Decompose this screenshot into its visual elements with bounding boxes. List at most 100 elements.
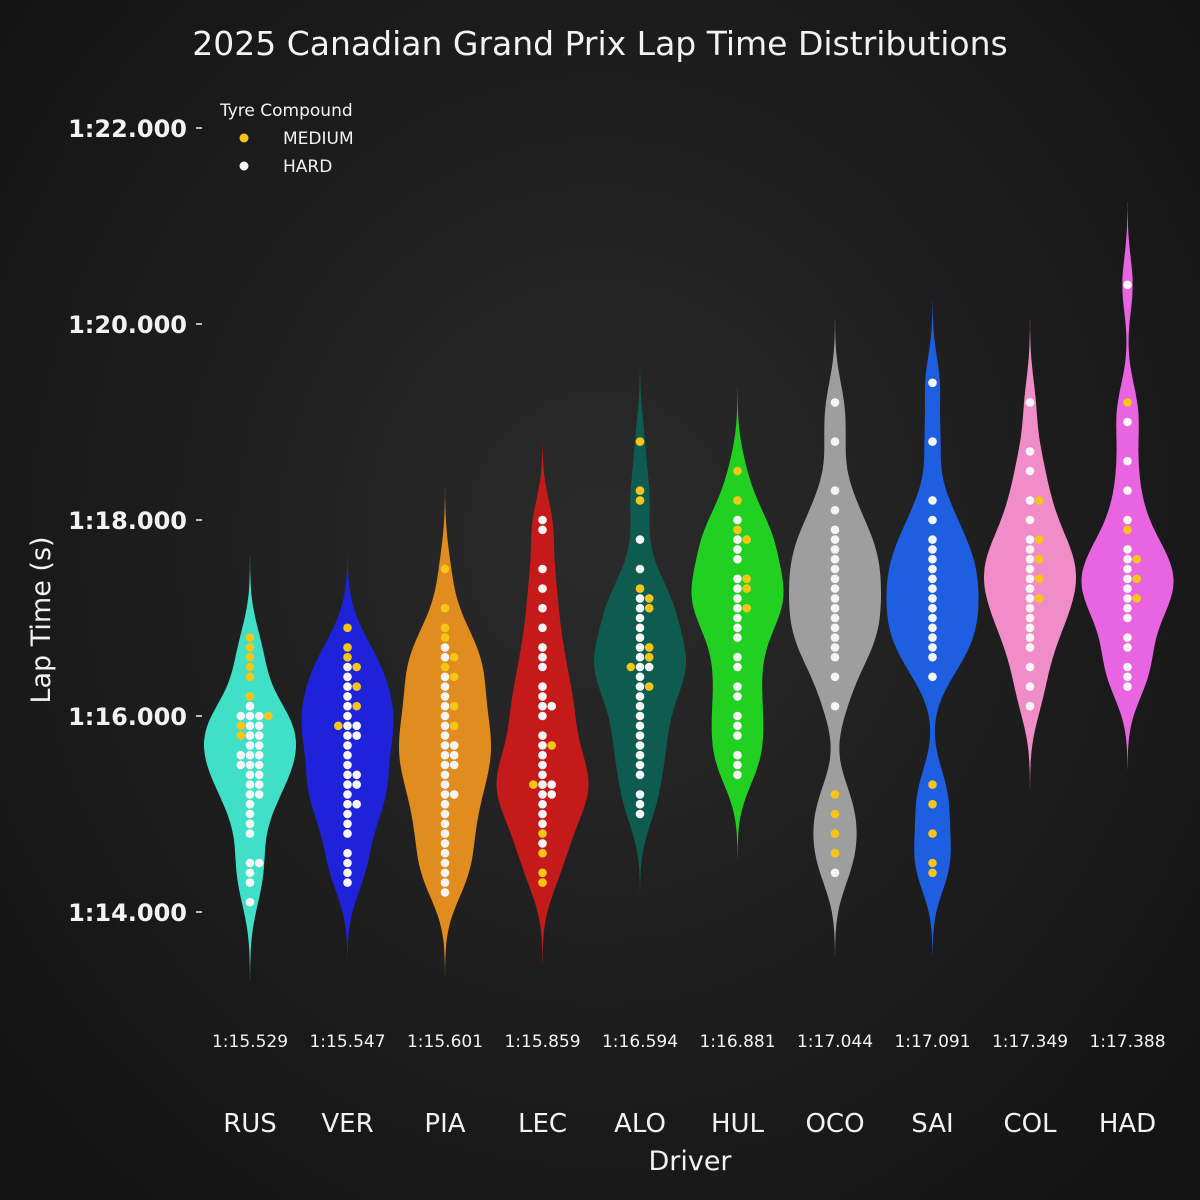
lap-point-hard bbox=[343, 829, 352, 838]
lap-point-hard bbox=[733, 594, 742, 603]
lap-point-hard bbox=[254, 858, 264, 868]
lap-point-hard bbox=[635, 692, 645, 701]
lap-point-hard bbox=[343, 672, 352, 682]
lap-point-hard bbox=[547, 701, 556, 711]
lap-point-hard bbox=[1123, 672, 1132, 682]
lap-point-hard bbox=[635, 603, 645, 613]
lap-point-medium bbox=[529, 780, 538, 789]
lap-point-hard bbox=[538, 839, 547, 848]
lap-point-hard bbox=[830, 633, 840, 642]
lap-point-medium bbox=[1034, 496, 1044, 505]
lap-point-hard bbox=[733, 584, 742, 593]
lap-point-hard bbox=[733, 633, 742, 642]
lap-point-hard bbox=[1025, 554, 1035, 564]
lap-point-hard bbox=[440, 848, 450, 858]
lap-point-medium bbox=[928, 858, 937, 868]
lap-point-medium bbox=[635, 584, 645, 593]
x-tick-label: COL bbox=[1003, 1109, 1057, 1139]
lap-point-hard bbox=[830, 486, 840, 495]
lap-point-hard bbox=[245, 858, 255, 868]
lap-point-hard bbox=[538, 682, 547, 691]
lap-point-medium bbox=[334, 721, 343, 731]
lap-point-hard bbox=[440, 760, 450, 770]
lap-point-hard bbox=[245, 799, 255, 809]
lap-point-medium bbox=[236, 731, 246, 740]
lap-point-medium bbox=[1132, 574, 1141, 584]
lap-point-hard bbox=[440, 692, 450, 701]
lap-point-hard bbox=[733, 711, 742, 721]
lap-point-hard bbox=[1123, 515, 1132, 525]
lap-point-hard bbox=[538, 799, 547, 809]
lap-point-medium bbox=[1123, 398, 1132, 407]
median-label: 1:15.859 bbox=[504, 1032, 580, 1052]
lap-point-hard bbox=[830, 603, 840, 613]
lap-point-medium bbox=[440, 662, 450, 672]
lap-point-hard bbox=[635, 790, 645, 799]
lap-point-hard bbox=[733, 535, 742, 544]
lap-point-hard bbox=[928, 672, 937, 682]
lap-point-hard bbox=[928, 643, 937, 652]
lap-point-hard bbox=[236, 760, 246, 770]
lap-point-hard bbox=[538, 731, 547, 740]
lap-point-hard bbox=[538, 662, 547, 672]
lap-point-hard bbox=[1123, 643, 1132, 652]
y-axis: 1:14.000 1:16.000 1:18.000 1:20.000 1:22.000 bbox=[68, 115, 202, 927]
lap-point-hard bbox=[928, 623, 937, 633]
lap-point-hard bbox=[635, 701, 645, 711]
lap-point-hard bbox=[236, 711, 246, 721]
lap-point-hard bbox=[343, 731, 352, 740]
lap-point-hard bbox=[635, 741, 645, 750]
lap-point-hard bbox=[733, 623, 742, 633]
x-axis-categories: RUS VER PIA LEC ALO HUL OCO SAI COL HAD bbox=[223, 1109, 1156, 1139]
lap-point-hard bbox=[928, 603, 937, 613]
violin-hul bbox=[691, 388, 784, 858]
lap-point-hard bbox=[352, 770, 362, 780]
lap-point-hard bbox=[1123, 662, 1132, 672]
lap-point-medium bbox=[245, 633, 255, 642]
y-tick-label: 1:16.000 bbox=[68, 703, 187, 731]
x-tick-label: ALO bbox=[614, 1109, 666, 1139]
lap-point-hard bbox=[236, 750, 246, 760]
lap-point-hard bbox=[449, 760, 459, 770]
lap-point-hard bbox=[928, 574, 937, 584]
lap-point-hard bbox=[733, 721, 742, 731]
violin-had bbox=[1081, 202, 1174, 769]
lap-point-hard bbox=[830, 701, 840, 711]
lap-point-hard bbox=[1123, 280, 1132, 290]
lap-point-hard bbox=[352, 731, 362, 740]
lap-point-hard bbox=[343, 662, 352, 672]
lap-point-hard bbox=[928, 564, 937, 574]
lap-point-medium bbox=[440, 633, 450, 642]
lap-point-hard bbox=[254, 790, 264, 799]
lap-point-hard bbox=[440, 868, 450, 878]
lap-point-hard bbox=[1123, 603, 1132, 613]
lap-point-hard bbox=[1123, 486, 1132, 495]
x-tick-label: LEC bbox=[518, 1109, 567, 1139]
lap-point-medium bbox=[742, 535, 751, 544]
y-axis-label: Lap Time (s) bbox=[26, 536, 57, 703]
x-tick-label: OCO bbox=[805, 1109, 864, 1139]
lap-point-hard bbox=[538, 515, 547, 525]
lap-point-medium bbox=[352, 662, 362, 672]
lap-point-hard bbox=[635, 652, 645, 662]
lap-point-hard bbox=[254, 770, 264, 780]
lap-point-hard bbox=[254, 731, 264, 740]
median-label: 1:17.091 bbox=[894, 1032, 970, 1052]
lap-point-hard bbox=[343, 809, 352, 819]
lap-point-medium bbox=[644, 682, 654, 691]
lap-point-hard bbox=[830, 623, 840, 633]
lap-point-medium bbox=[538, 868, 547, 878]
violin-pia bbox=[399, 486, 491, 975]
violin-lec bbox=[496, 437, 589, 965]
lap-point-hard bbox=[343, 711, 352, 721]
lap-point-hard bbox=[733, 554, 742, 564]
lap-point-hard bbox=[440, 819, 450, 829]
lap-point-hard bbox=[1025, 594, 1035, 603]
lap-point-hard bbox=[830, 545, 840, 554]
lap-point-medium bbox=[635, 496, 645, 505]
lap-point-medium bbox=[343, 623, 352, 633]
point-layer bbox=[236, 280, 1141, 907]
lap-point-hard bbox=[830, 868, 840, 878]
lap-point-medium bbox=[928, 799, 937, 809]
lap-point-hard bbox=[635, 633, 645, 642]
